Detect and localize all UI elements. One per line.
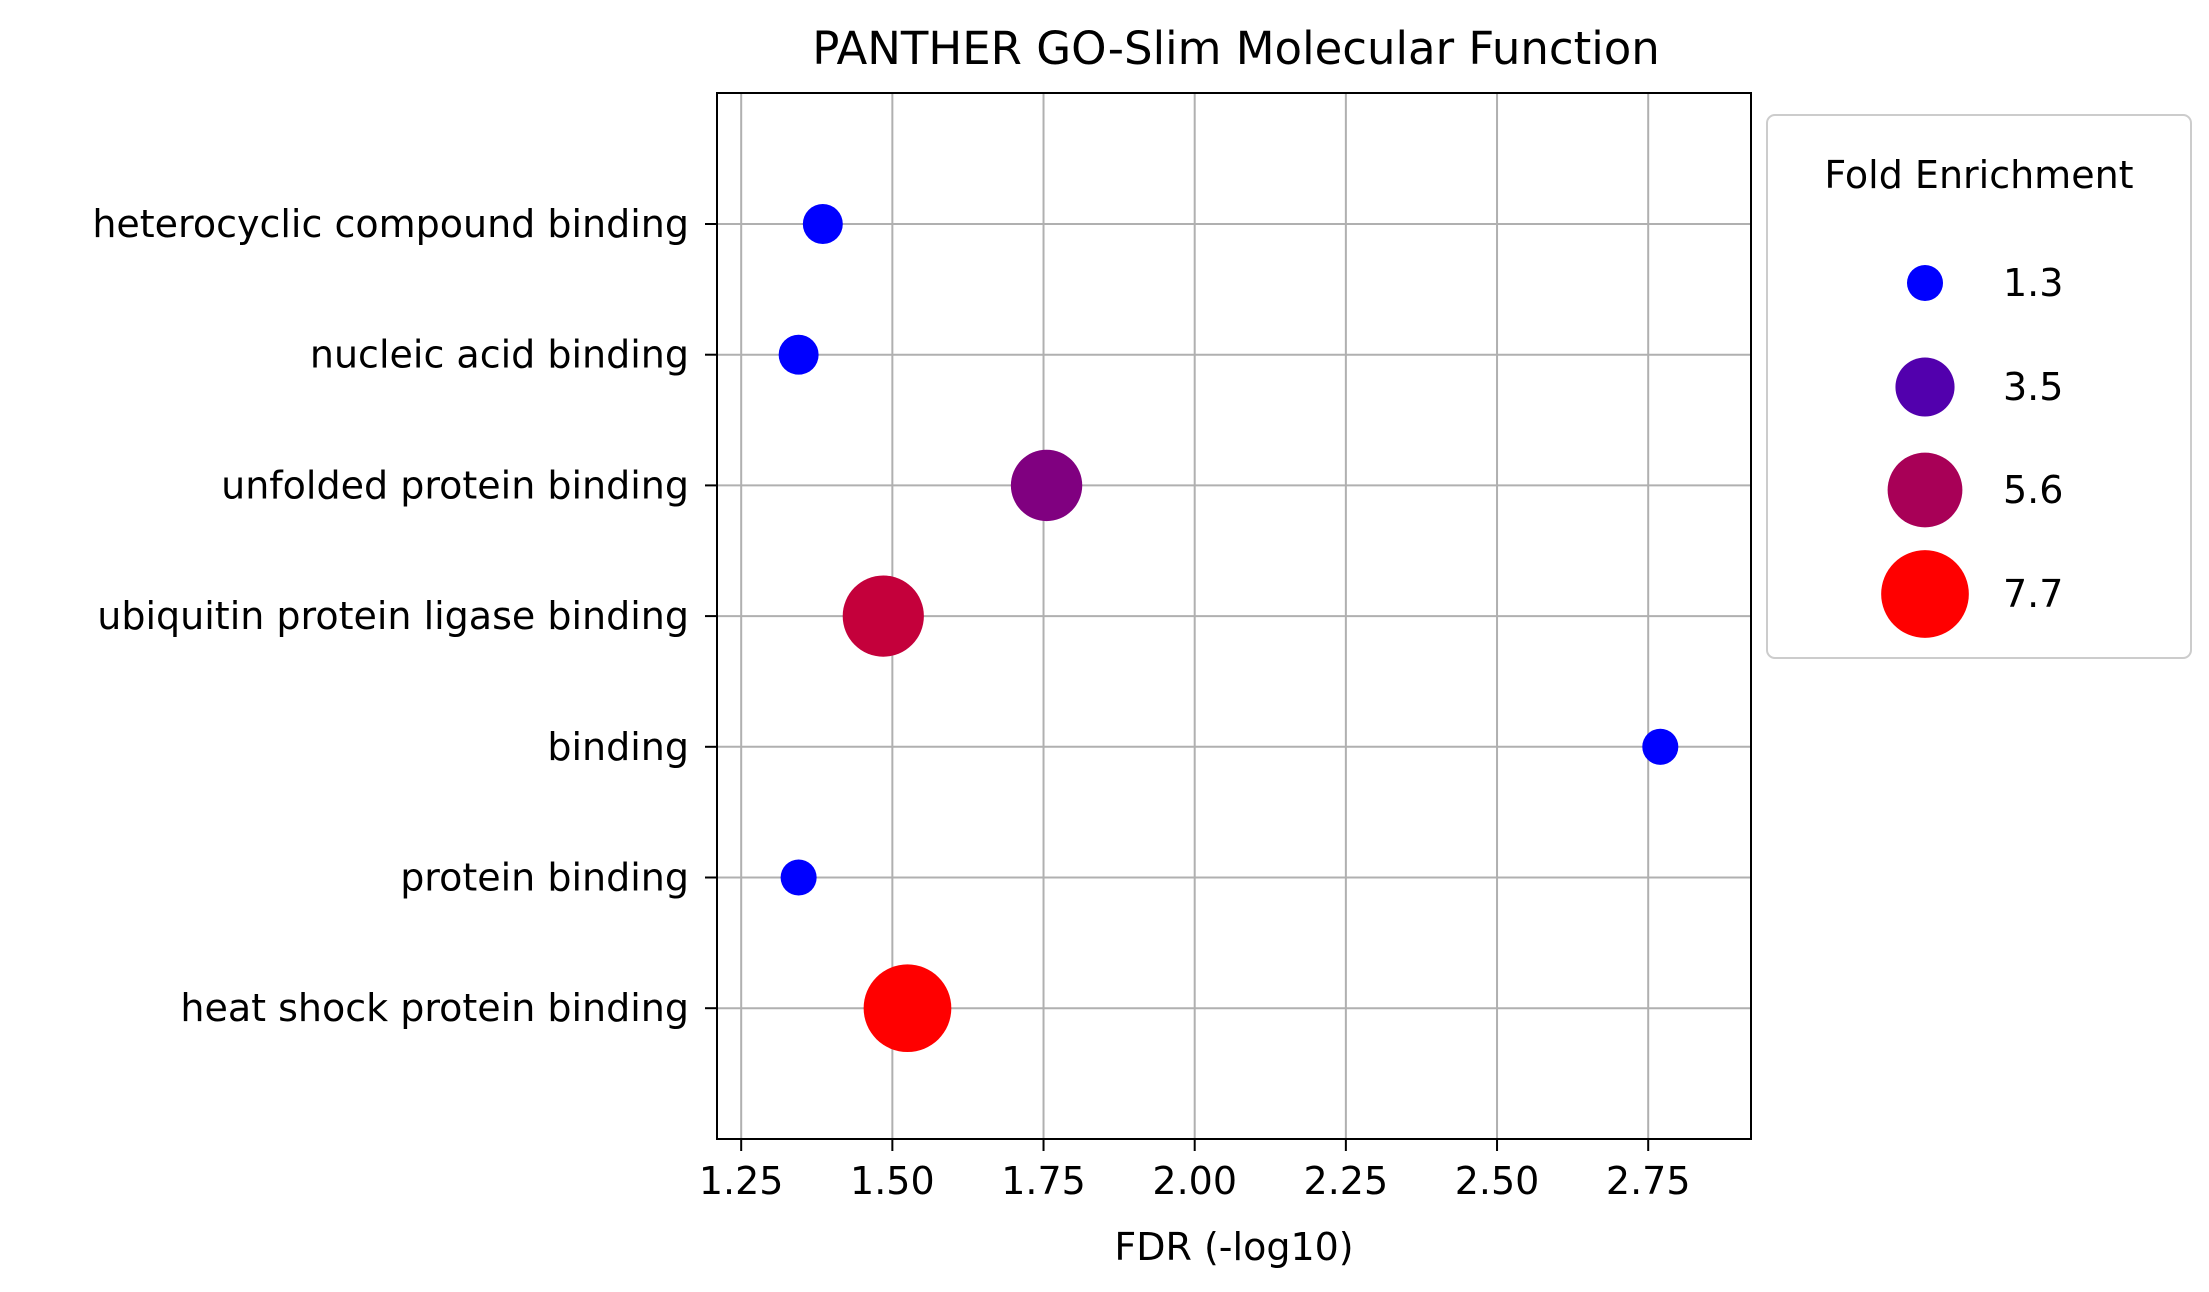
x-tick-label: 1.75 (1001, 1159, 1086, 1203)
legend-label: 3.5 (2003, 365, 2063, 409)
chart-title: PANTHER GO-Slim Molecular Function (812, 22, 1660, 75)
y-tick-label: binding (547, 725, 689, 769)
y-tick-label: heterocyclic compound binding (92, 202, 689, 246)
legend-marker (1887, 452, 1963, 528)
x-tick-label: 2.75 (1606, 1159, 1691, 1203)
x-tick-label: 2.00 (1152, 1159, 1237, 1203)
x-tick-label: 2.50 (1455, 1159, 1540, 1203)
y-tick-label: nucleic acid binding (310, 333, 689, 377)
y-tick-label: ubiquitin protein ligase binding (97, 594, 689, 638)
legend-marker (1895, 357, 1955, 417)
x-tick-label: 2.25 (1304, 1159, 1389, 1203)
data-point (778, 334, 819, 375)
data-point (842, 575, 924, 657)
data-point (1010, 449, 1083, 522)
data-point (863, 964, 952, 1053)
data-point (1642, 728, 1679, 765)
legend-label: 5.6 (2003, 468, 2063, 512)
legend-frame (1766, 114, 2192, 659)
x-tick-label: 1.50 (850, 1159, 935, 1203)
data-point (780, 859, 817, 896)
legend-title: Fold Enrichment (1824, 153, 2133, 197)
y-tick-label: protein binding (400, 856, 689, 900)
y-tick-label: unfolded protein binding (221, 463, 689, 507)
y-axis: heterocyclic compound binding nucleic aci… (92, 202, 717, 1030)
legend-label: 7.7 (2003, 572, 2063, 616)
x-tick-label: 1.25 (699, 1159, 784, 1203)
data-points (778, 204, 1679, 1053)
legend-entries: 1.3 3.5 5.6 7.7 (1881, 261, 2063, 638)
legend: Fold Enrichment 1.3 3.5 5.6 7.7 (1766, 114, 2192, 659)
x-axis: 1.25 1.50 1.75 2.00 2.25 2.50 2.75 (699, 1139, 1691, 1203)
legend-marker (1881, 550, 1969, 638)
legend-label: 1.3 (2003, 261, 2063, 305)
x-axis-label: FDR (-log10) (1114, 1225, 1353, 1269)
legend-marker (1906, 264, 1944, 302)
y-tick-label: heat shock protein binding (180, 986, 689, 1030)
data-point (802, 204, 843, 244)
